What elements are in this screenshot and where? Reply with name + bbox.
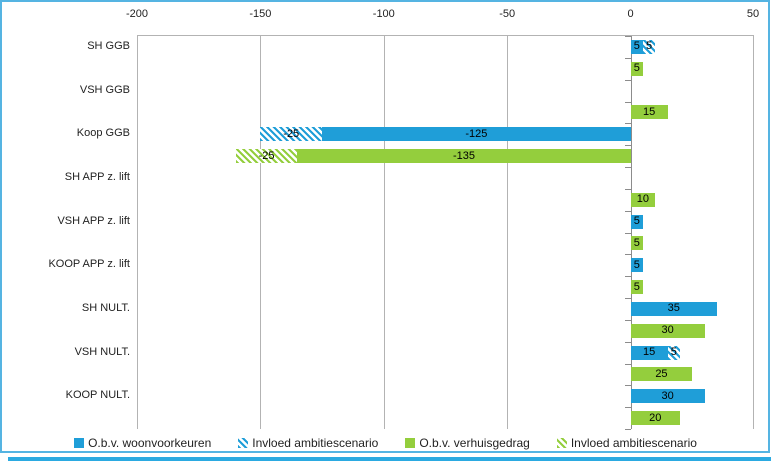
axis-tick	[624, 57, 631, 59]
bar-segment: 5	[630, 39, 643, 54]
bar-segment: -135	[297, 149, 631, 164]
gridline	[137, 36, 138, 429]
axis-tick	[624, 429, 631, 430]
bar-segment: 5	[630, 61, 643, 76]
axis-tick	[624, 210, 631, 212]
plot-area: 5 5 5 15 -125 -25 -135 -25 10 5 5 5 5 35 30 15 5 25 30 20	[137, 35, 754, 430]
bar-segment: 30	[630, 323, 705, 338]
bar-label: 5	[633, 62, 640, 75]
category-label: VSH GGB	[79, 83, 130, 96]
axis-tick	[624, 101, 631, 103]
axis-tick	[624, 232, 631, 234]
bar-label: 30	[661, 389, 674, 402]
bar-label: 5	[646, 40, 653, 53]
axis-tick	[624, 385, 631, 387]
bar-label: 5	[670, 346, 677, 359]
bar-label: 5	[633, 236, 640, 249]
legend-swatch-green-solid	[405, 438, 416, 448]
bar-label: 10	[636, 193, 650, 206]
legend-swatch-blue-hatch	[238, 438, 249, 448]
category-label: VSH APP z. lift	[57, 214, 130, 227]
category-label: KOOP NULT.	[65, 389, 130, 402]
bar-segment: 5	[630, 280, 643, 295]
axis-tick	[624, 407, 631, 409]
bar-segment: 30	[630, 389, 705, 404]
bar-label: -135	[452, 149, 475, 162]
legend-label: Invloed ambitiescenario	[252, 436, 379, 450]
legend-swatch-green-hatch	[556, 438, 567, 448]
gridline	[507, 36, 509, 429]
bar-segment: -25	[235, 149, 298, 164]
bar-segment: 5	[630, 258, 643, 273]
gridline	[260, 36, 262, 429]
bar-label: -25	[258, 149, 275, 162]
axis-tick	[624, 363, 631, 365]
bar-label: 5	[633, 258, 640, 271]
bar-segment: 15	[630, 105, 668, 120]
legend-label: O.b.v. woonvoorkeuren	[88, 436, 212, 450]
legend-label: O.b.v. verhuisgedrag	[419, 436, 530, 450]
bar-label: 5	[633, 40, 640, 53]
legend-item: Invloed ambitiescenario	[556, 436, 697, 450]
axis-tick	[624, 254, 631, 256]
legend-label: Invloed ambitiescenario	[570, 436, 697, 450]
bar-segment: 35	[630, 301, 717, 316]
category-label: Koop GGB	[76, 127, 130, 140]
bar-label: 20	[649, 411, 662, 424]
bar-segment: 20	[630, 411, 680, 426]
bottom-accent-line	[8, 457, 771, 461]
bar-segment: 10	[630, 192, 656, 207]
axis-tick	[624, 79, 631, 81]
category-label: VSH NULT.	[74, 345, 130, 358]
category-label: SH GGB	[87, 39, 130, 52]
bar-segment: 25	[630, 367, 693, 382]
axis-tick	[624, 319, 631, 321]
category-label: SH NULT.	[81, 301, 130, 314]
x-tick-label: 0	[627, 8, 634, 20]
bar-label: 35	[667, 302, 680, 315]
category-axis-line	[630, 36, 632, 429]
category-label: SH APP z. lift	[64, 170, 130, 183]
gridline	[753, 36, 754, 429]
bar-label: 5	[633, 215, 640, 228]
axis-tick	[624, 341, 631, 343]
bar-segment: 5	[642, 39, 656, 54]
bar-label: 15	[642, 346, 656, 359]
legend: O.b.v. woonvoorkeuren Invloed ambitiescen…	[0, 434, 771, 452]
legend-item: Invloed ambitiescenario	[238, 436, 378, 450]
x-tick-label: -100	[372, 8, 395, 20]
bar-segment: -125	[322, 127, 631, 142]
axis-tick	[624, 36, 631, 37]
bar-label: 25	[655, 367, 668, 380]
bar-segment: 5	[630, 214, 643, 229]
axis-tick	[624, 167, 631, 168]
x-tick-label: -200	[125, 8, 149, 20]
bar-label: 15	[642, 105, 656, 118]
bar-label: -125	[465, 127, 488, 140]
x-tick-label: 50	[746, 8, 760, 20]
bar-segment: 15	[630, 345, 668, 360]
axis-tick	[624, 123, 631, 125]
bar-label: 30	[661, 324, 674, 337]
legend-item: O.b.v. verhuisgedrag	[405, 436, 530, 450]
legend-swatch-blue-solid	[74, 438, 85, 448]
x-tick-label: -150	[249, 8, 272, 20]
axis-tick	[624, 145, 631, 147]
gridline	[383, 36, 385, 429]
bar-label: 5	[633, 280, 640, 293]
axis-tick	[624, 188, 631, 190]
axis-tick	[624, 298, 631, 299]
x-tick-label: -50	[499, 8, 516, 20]
bar-segment: -25	[260, 127, 323, 142]
bar-label: -25	[283, 127, 300, 140]
bar-segment: 5	[667, 345, 680, 360]
legend-item: O.b.v. woonvoorkeuren	[74, 436, 211, 450]
bar-segment: 5	[630, 236, 643, 251]
axis-tick	[624, 276, 631, 278]
category-label: KOOP APP z. lift	[48, 258, 130, 271]
